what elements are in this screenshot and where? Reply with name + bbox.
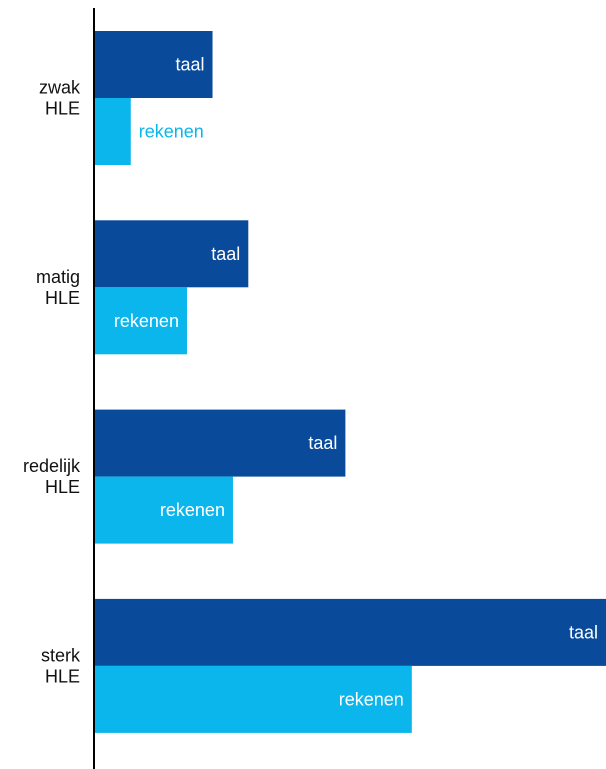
category-label-line-2-0: redelijk [23, 456, 81, 476]
category-label-line-2-1: HLE [45, 477, 80, 497]
bar-rekenen-3 [95, 665, 412, 733]
category-label-line-1-0: matig [36, 267, 80, 287]
category-label-line-0-0: zwak [39, 78, 81, 98]
bar-taal-1 [95, 220, 249, 288]
bar-label-taal-0: taal [175, 55, 204, 75]
category-label-line-0-1: HLE [45, 99, 80, 119]
bar-label-taal-2: taal [308, 433, 337, 453]
category-label-1: matig HLE [36, 267, 80, 308]
bar-taal-0 [95, 31, 213, 98]
bar-rekenen-1 [95, 287, 187, 355]
bar-label-rekenen-3: rekenen [339, 689, 404, 709]
category-label-0: zwak HLE [39, 78, 81, 119]
bar-label-rekenen-0: rekenen [139, 122, 204, 142]
bar-label-rekenen-2: rekenen [160, 500, 225, 520]
bar-taal-3 [95, 598, 606, 666]
bar-rekenen-2 [95, 476, 233, 544]
category-label-line-3-1: HLE [45, 666, 80, 686]
bar-label-rekenen-1: rekenen [114, 311, 179, 331]
bar-label-taal-1: taal [211, 244, 240, 264]
bar-taal-2 [95, 409, 346, 477]
bar-label-taal-3: taal [569, 622, 598, 642]
category-label-3: sterk HLE [41, 645, 81, 686]
category-label-line-1-1: HLE [45, 288, 80, 308]
category-label-line-3-0: sterk [41, 645, 81, 665]
bars-group: taal rekenen taal rekenen taal rekenen taal rek… [95, 31, 606, 733]
category-label-2: redelijk HLE [23, 456, 81, 497]
bar-rekenen-0 [95, 98, 131, 165]
